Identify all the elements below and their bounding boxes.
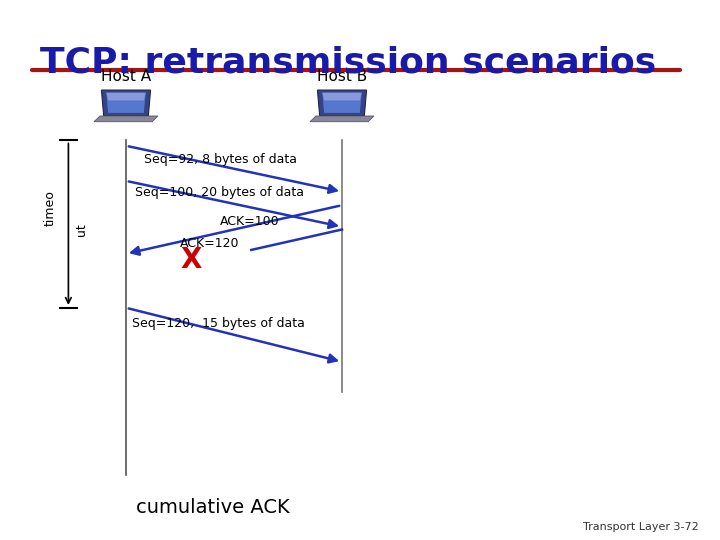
Polygon shape: [318, 90, 366, 116]
Text: ACK=120: ACK=120: [180, 237, 240, 250]
Text: Seq=120,  15 bytes of data: Seq=120, 15 bytes of data: [132, 318, 305, 330]
Text: Transport Layer 3-72: Transport Layer 3-72: [582, 522, 698, 532]
Text: ut: ut: [75, 223, 88, 236]
Text: cumulative ACK: cumulative ACK: [135, 498, 289, 517]
Text: TCP: retransmission scenarios: TCP: retransmission scenarios: [40, 46, 656, 80]
Text: Seq=100, 20 bytes of data: Seq=100, 20 bytes of data: [135, 186, 305, 199]
Polygon shape: [323, 93, 361, 100]
Text: X: X: [181, 246, 202, 274]
Text: timeo: timeo: [44, 190, 57, 226]
Polygon shape: [94, 116, 158, 122]
Polygon shape: [107, 93, 145, 100]
Polygon shape: [323, 93, 361, 113]
Text: Host A: Host A: [101, 69, 151, 84]
Polygon shape: [102, 90, 150, 116]
Text: Host B: Host B: [317, 69, 367, 84]
Polygon shape: [107, 93, 145, 113]
Text: Seq=92, 8 bytes of data: Seq=92, 8 bytes of data: [144, 153, 297, 166]
Polygon shape: [310, 116, 374, 122]
Text: ACK=100: ACK=100: [220, 215, 279, 228]
